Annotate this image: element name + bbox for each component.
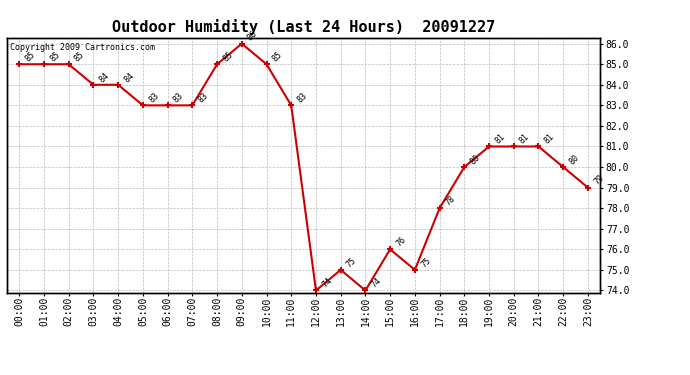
Text: 80: 80	[567, 153, 581, 166]
Text: 86: 86	[246, 30, 259, 43]
Text: Copyright 2009 Cartronics.com: Copyright 2009 Cartronics.com	[10, 43, 155, 52]
Text: 81: 81	[518, 132, 531, 146]
Text: 85: 85	[48, 50, 61, 63]
Text: 85: 85	[73, 50, 86, 63]
Text: 75: 75	[419, 256, 433, 269]
Text: 74: 74	[320, 276, 333, 290]
Text: 79: 79	[592, 173, 606, 187]
Text: 81: 81	[493, 132, 506, 146]
Text: 83: 83	[147, 91, 161, 105]
Text: 80: 80	[469, 153, 482, 166]
Text: 83: 83	[197, 91, 210, 105]
Text: 83: 83	[295, 91, 309, 105]
Text: 85: 85	[270, 50, 284, 63]
Text: 75: 75	[345, 256, 358, 269]
Text: 76: 76	[394, 235, 408, 249]
Text: 74: 74	[370, 276, 383, 290]
Text: 83: 83	[172, 91, 185, 105]
Title: Outdoor Humidity (Last 24 Hours)  20091227: Outdoor Humidity (Last 24 Hours) 2009122…	[112, 19, 495, 35]
Text: 85: 85	[221, 50, 235, 63]
Text: 84: 84	[97, 70, 111, 84]
Text: 78: 78	[444, 194, 457, 207]
Text: 84: 84	[122, 70, 136, 84]
Text: 81: 81	[542, 132, 556, 146]
Text: 85: 85	[23, 50, 37, 63]
